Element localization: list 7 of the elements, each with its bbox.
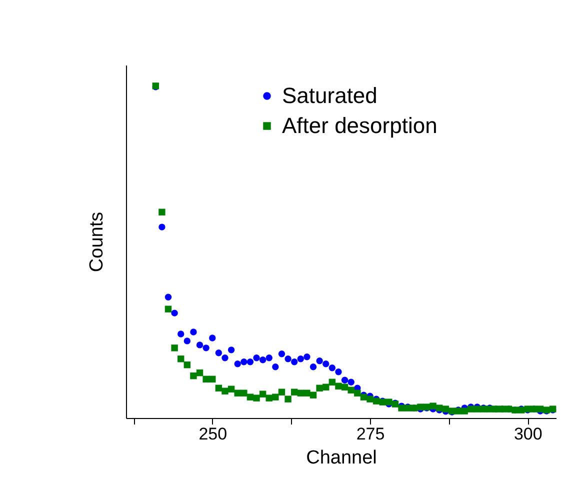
x-tick-label: 275 [356,424,385,444]
x-tick-label: 250 [198,424,228,444]
x-tick-label: 300 [514,424,542,444]
legend-label: Saturated [282,83,378,108]
legend-label: After desorption [282,113,438,138]
x-axis-title: Channel [306,448,377,468]
y-axis-title: Counts [86,212,108,272]
